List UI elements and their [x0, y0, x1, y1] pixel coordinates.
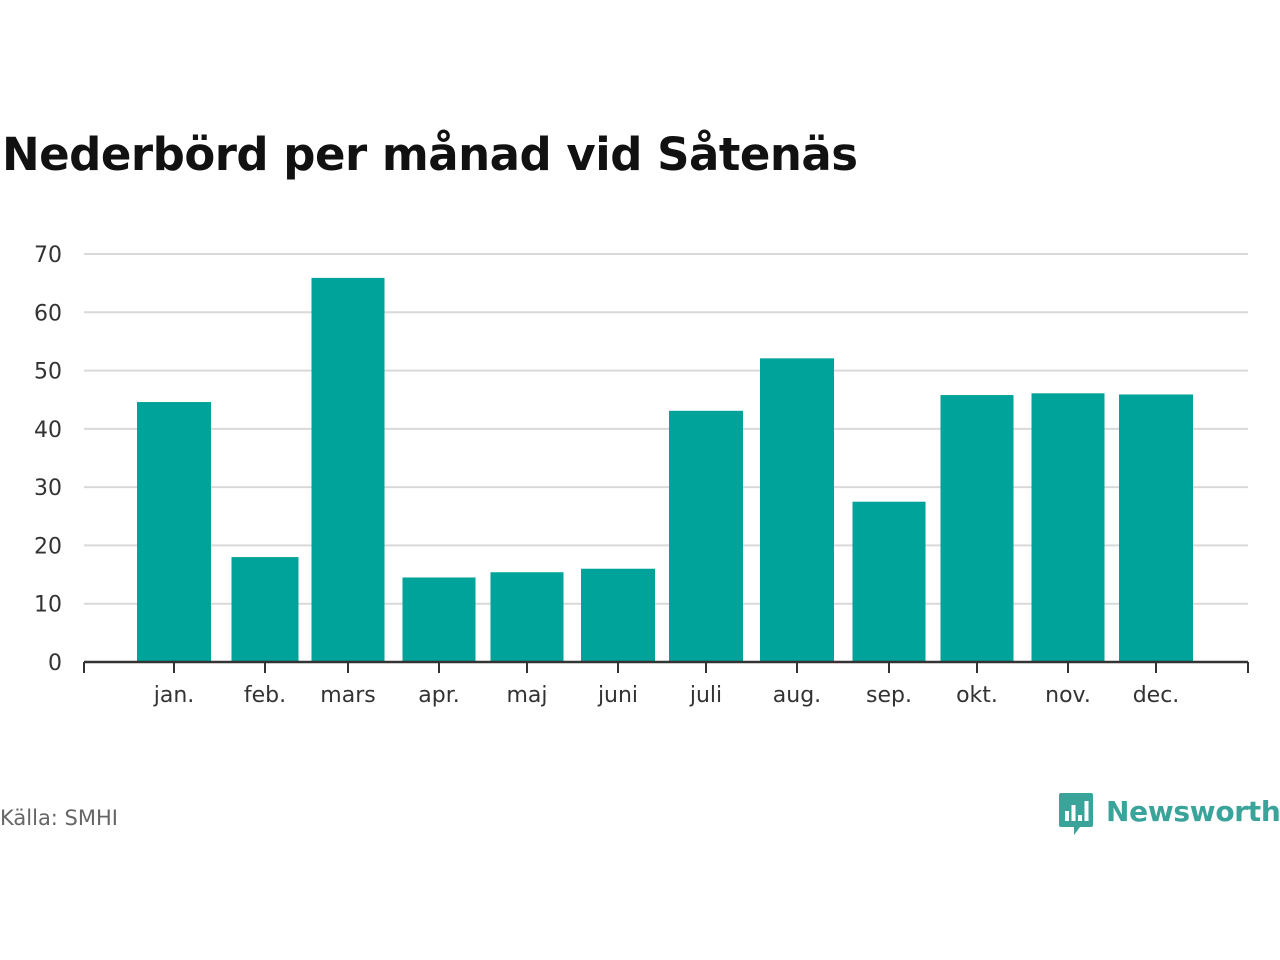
x-tick-label: maj: [506, 683, 547, 708]
y-tick-label: 60: [34, 301, 62, 326]
bar-maj: [490, 572, 564, 662]
x-tick-label: mars: [320, 683, 375, 708]
y-tick-label: 0: [48, 651, 62, 676]
x-tick-label: apr.: [418, 683, 459, 708]
y-axis-tick-labels: 0 10 20 30 40 50 60 70: [34, 243, 62, 676]
x-tick-label: aug.: [773, 683, 821, 708]
bar-apr: [402, 577, 476, 662]
bar-jan: [137, 402, 211, 662]
x-tick-label: okt.: [956, 683, 998, 708]
y-tick-label: 50: [34, 360, 62, 385]
newsworthy-logo: Newsworthy: [1058, 790, 1280, 838]
bar-aug: [760, 358, 834, 662]
x-tick-label: sep.: [866, 683, 912, 708]
bars: [137, 277, 1193, 662]
y-tick-label: 30: [34, 476, 62, 501]
y-tick-label: 70: [34, 243, 62, 268]
x-tick-label: feb.: [244, 683, 286, 708]
newsworthy-logo-icon: [1059, 793, 1093, 835]
x-tick-label: nov.: [1045, 683, 1091, 708]
newsworthy-logo-text: Newsworthy: [1106, 794, 1280, 828]
x-tick-label: dec.: [1133, 683, 1180, 708]
y-tick-label: 20: [34, 534, 62, 559]
x-tick-label: juni: [597, 683, 638, 708]
bar-sep: [852, 501, 926, 662]
x-tick-label: juli: [689, 683, 722, 708]
x-axis-tick-labels: jan. feb. mars apr. maj juni juli aug. sep. okt. n…: [153, 683, 1180, 708]
bar-mars: [311, 277, 385, 662]
bar-juni: [581, 568, 655, 662]
x-axis: [83, 660, 1249, 673]
y-tick-label: 40: [34, 418, 62, 443]
x-tick-label: jan.: [153, 683, 195, 708]
bar-nov: [1031, 393, 1105, 662]
bar-juli: [669, 410, 743, 662]
y-tick-label: 10: [34, 593, 62, 618]
bar-okt: [940, 395, 1014, 662]
bar-feb: [231, 557, 299, 662]
bar-dec: [1119, 394, 1193, 662]
source-note: Källa: SMHI: [0, 806, 118, 830]
chart-title: Nederbörd per månad vid Såtenäs: [2, 128, 858, 181]
